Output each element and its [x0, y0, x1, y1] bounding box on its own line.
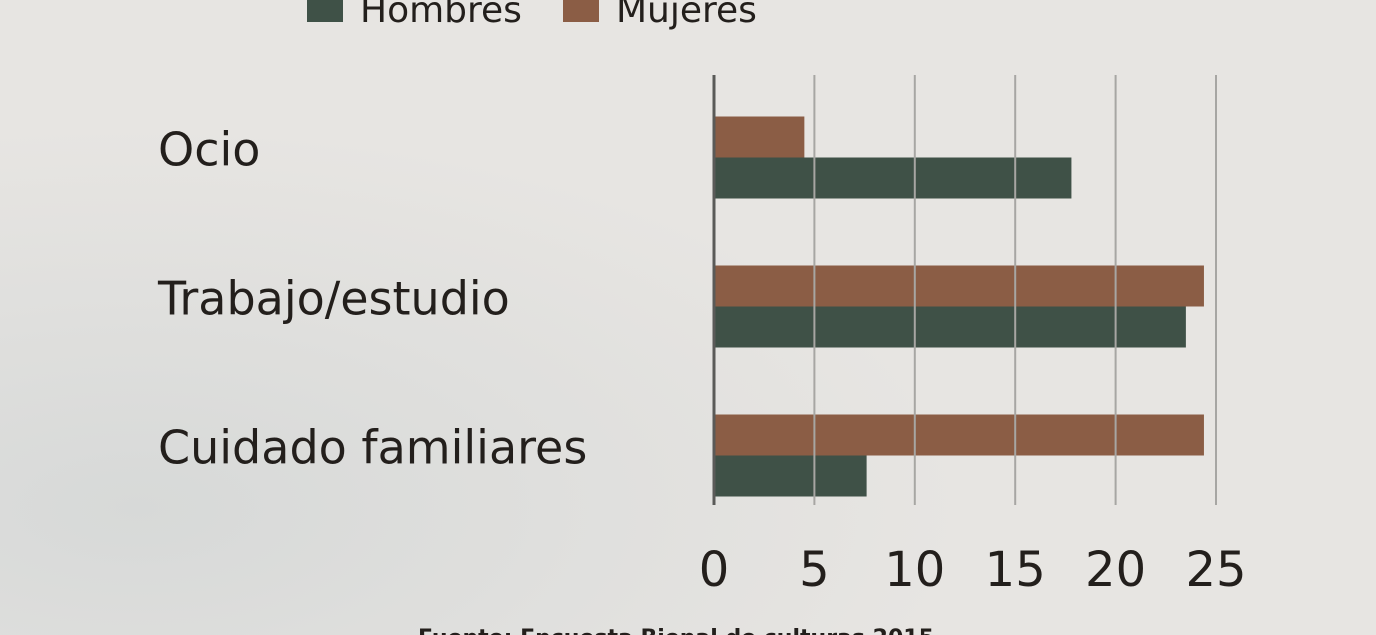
x-tick-label: 15: [985, 542, 1046, 598]
source: Fuente: Encuesta Bienal de culturas 2015: [418, 626, 934, 635]
x-tick-label: 25: [1185, 542, 1246, 598]
bar: [714, 414, 1204, 456]
y-tick-label: Ocio: [158, 123, 260, 177]
legend-swatch: [563, 0, 599, 22]
bar: [714, 116, 805, 158]
y-tick-label: Cuidado familiares: [158, 421, 587, 475]
y-tick-label: Trabajo/estudio: [157, 272, 510, 326]
legend-swatch: [307, 0, 343, 22]
bar: [714, 265, 1204, 307]
bar: [714, 157, 1072, 199]
x-tick-label: 0: [699, 542, 730, 598]
bar: [714, 455, 867, 497]
x-tick-label: 20: [1085, 542, 1146, 598]
x-tick-label: 10: [884, 542, 945, 598]
bar: [714, 306, 1186, 348]
x-tick-label: 5: [799, 542, 830, 598]
legend-label: Hombres: [360, 0, 522, 31]
legend-label: Mujeres: [616, 0, 757, 31]
